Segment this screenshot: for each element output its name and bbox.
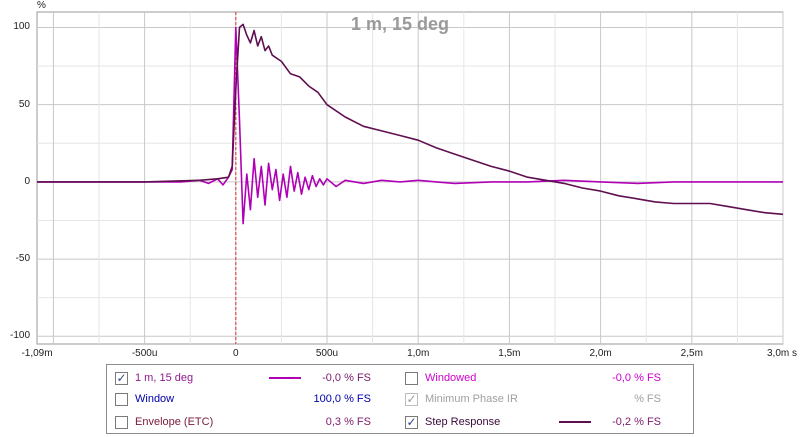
- legend-value-window: 100,0 % FS: [313, 393, 371, 405]
- legend-swatch-windowed: [559, 377, 591, 379]
- chart-title: 1 m, 15 deg: [350, 14, 450, 34]
- legend-row-impulse: ✓ 1 m, 15 deg -0,0 % FS: [115, 369, 371, 387]
- y-tick-label: 50: [18, 98, 30, 110]
- x-tick-label: 2,0m: [589, 348, 612, 359]
- legend-value-envelope: 0,3 % FS: [325, 416, 371, 428]
- legend-swatch-envelope: [269, 421, 301, 423]
- plot-background: [36, 11, 784, 345]
- legend-value-minimum-phase-ir: % FS: [634, 393, 661, 405]
- legend-swatch-impulse: [269, 377, 301, 379]
- y-tick-label: -50: [15, 253, 30, 265]
- x-tick-label: 1,5m: [498, 348, 521, 359]
- legend-checkbox-minimum-phase-ir: ✓: [405, 392, 418, 406]
- x-tick-label: 0: [233, 348, 239, 359]
- legend-label-windowed: Windowed: [425, 372, 477, 384]
- legend-row-minimum-phase-ir: ✓ Minimum Phase IR % FS: [405, 390, 661, 408]
- legend-checkbox-impulse[interactable]: ✓: [115, 371, 128, 385]
- legend-value-impulse: -0,0 % FS: [322, 372, 371, 384]
- plot-canvas[interactable]: [0, 0, 800, 362]
- legend-checkbox-envelope[interactable]: [115, 415, 128, 429]
- legend-label-minimum-phase-ir: Minimum Phase IR: [425, 393, 518, 405]
- legend-label-window: Window: [135, 393, 175, 405]
- x-tick-label: -500u: [131, 348, 158, 359]
- impulse-response-chart[interactable]: 1 m, 15 deg % 100 50 0 -50 -100 -1,09m -500u 0…: [0, 0, 800, 362]
- legend-swatch-minimum-phase-ir: [559, 398, 591, 400]
- y-tick-label: 0: [24, 175, 30, 187]
- y-tick-label: 100: [13, 21, 30, 33]
- legend-value-step-response: -0,2 % FS: [612, 416, 661, 428]
- x-tick-label: -1,09m: [21, 348, 53, 359]
- series-lines: [37, 23, 784, 225]
- legend-row-window: Window 100,0 % FS: [115, 390, 371, 408]
- y-unit-label: %: [37, 0, 46, 11]
- x-tick-label: 500u: [315, 348, 339, 359]
- legend-label-step-response: Step Response: [425, 416, 501, 428]
- x-tick-label: 2,5m: [680, 348, 703, 359]
- legend-label-envelope: Envelope (ETC): [135, 416, 214, 428]
- legend-label-impulse: 1 m, 15 deg: [135, 372, 194, 384]
- x-tick-label: 3,0m s: [766, 348, 798, 359]
- legend-row-envelope: Envelope (ETC) 0,3 % FS: [115, 413, 371, 431]
- impulse-response-line: [37, 26, 783, 225]
- legend-row-step-response: ✓ Step Response -0,2 % FS: [405, 413, 661, 431]
- legend-checkbox-window[interactable]: [115, 392, 128, 406]
- legend-checkbox-windowed[interactable]: [405, 371, 418, 385]
- legend-row-windowed: Windowed -0,0 % FS: [405, 369, 661, 387]
- legend-swatch-step-response: [559, 421, 591, 423]
- x-tick-label: 1,0m: [407, 348, 430, 359]
- y-tick-label: -100: [9, 330, 30, 342]
- legend-swatch-window: [269, 398, 301, 400]
- legend-value-windowed: -0,0 % FS: [612, 372, 661, 384]
- legend-checkbox-step-response[interactable]: ✓: [405, 415, 418, 429]
- step-response-line: [37, 23, 784, 216]
- legend-panel: ✓ 1 m, 15 deg -0,0 % FS Window 100,0 % FS Env…: [106, 364, 694, 434]
